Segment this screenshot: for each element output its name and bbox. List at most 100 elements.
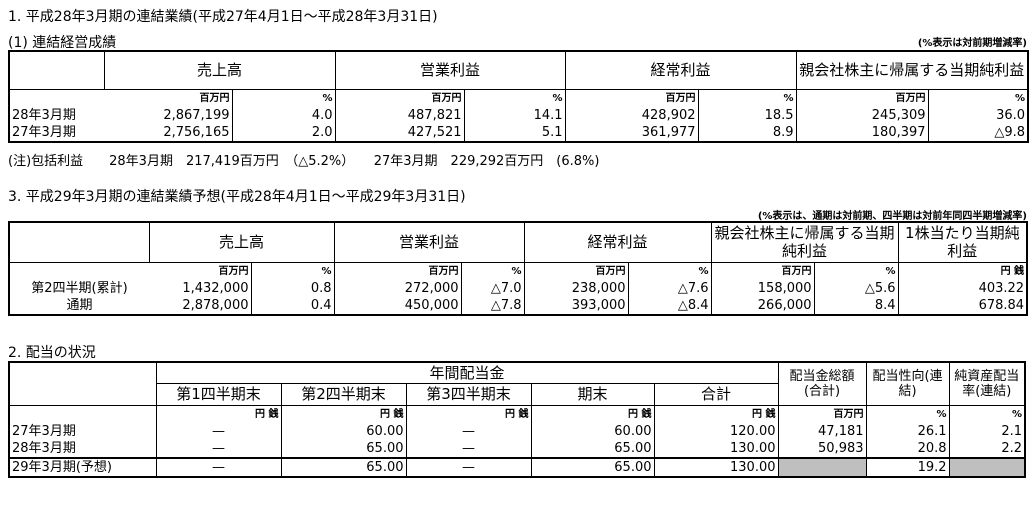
unit: % — [251, 262, 335, 280]
cell: — — [156, 457, 282, 477]
cell: 0.4 — [251, 296, 335, 315]
cell: 266,000 — [711, 296, 815, 315]
cell: 20.8 — [866, 439, 950, 458]
cell: 428,902 — [565, 106, 699, 124]
cell: 2,867,199 — [104, 106, 233, 124]
cell: 2,878,000 — [149, 296, 252, 315]
cell: 0.8 — [251, 279, 335, 297]
cell: 238,000 — [524, 279, 629, 297]
cell: 180,397 — [796, 123, 929, 142]
cell — [949, 457, 1026, 477]
header-operating-income: 営業利益 — [334, 222, 525, 262]
cell: 487,821 — [335, 106, 465, 124]
section3-title: 3. 平成29年3月期の連結業績予想(平成28年4月1日～平成29年3月31日) — [8, 189, 466, 205]
unit: 円 銭 — [156, 405, 282, 423]
table-row: 27年3月期 —60.00—60.00 120.00 47,181 26.1 2.1 — [9, 422, 1025, 440]
header-net-income: 親会社株主に帰属する当期純利益 — [711, 222, 899, 262]
unit: 百万円 — [104, 89, 233, 107]
table-row: 通期 2,878,000 0.4 450,000 △7.8 393,000 △8.4 … — [9, 296, 1027, 315]
cell: 393,000 — [524, 296, 629, 315]
cell: 8.4 — [814, 296, 899, 315]
cell: 65.00 — [281, 457, 407, 477]
row-label: 28年3月期 — [12, 107, 76, 123]
cell: 2,756,165 — [104, 123, 233, 142]
row-label: 27年3月期 — [12, 124, 76, 140]
cell: 130.00 — [654, 457, 779, 477]
unit: 百万円 — [149, 262, 252, 280]
cell: 678.84 — [978, 297, 1025, 313]
header-payout-ratio: 配当性向(連結) — [866, 362, 950, 405]
cell: △7.6 — [628, 279, 712, 297]
header-doe: 純資産配当率(連結) — [954, 368, 1020, 399]
unit: 円 銭 — [281, 405, 407, 423]
unit: % — [1015, 92, 1026, 104]
section2-title: 2. 配当の状況 — [8, 345, 96, 361]
cell: 60.00 — [531, 422, 655, 440]
row-label: 第2四半期(累計) — [31, 280, 128, 296]
section3-note: (%表示は、通期は対前期、四半期は対前年同四半期増減率) — [757, 211, 1027, 222]
cell: — — [156, 422, 282, 440]
cell: 245,309 — [796, 106, 929, 124]
cell: △8.4 — [628, 296, 712, 315]
header-net-income: 親会社株主に帰属する当期純利益 — [799, 61, 1025, 80]
table-row: 28年3月期 —65.00—65.00 130.00 50,983 20.8 2.2 — [9, 439, 1025, 458]
unit: % — [814, 262, 899, 280]
row-label: 通期 — [66, 297, 93, 313]
unit: % — [866, 405, 950, 423]
unit: 円 銭 — [654, 405, 779, 423]
unit: 円 銭 — [1000, 265, 1025, 277]
cell: 158,000 — [711, 279, 815, 297]
table-row: 29年3月期(予想) —65.00—65.00 130.00 19.2 — [9, 457, 1026, 477]
cell: 130.00 — [654, 439, 779, 458]
cell: — — [406, 422, 532, 440]
unit: 百万円 — [778, 405, 867, 423]
section1-title: 1. 平成28年3月期の連結業績(平成27年4月1日～平成28年3月31日) — [8, 9, 438, 25]
unit: 百万円 — [335, 89, 465, 107]
unit: % — [461, 262, 525, 280]
cell: 1,432,000 — [149, 279, 252, 297]
section1-subtitle: (1) 連結経営成績 — [8, 35, 117, 51]
cell: 65.00 — [531, 439, 655, 458]
unit: 百万円 — [524, 262, 629, 280]
cell: 19.2 — [866, 457, 950, 477]
header-q3: 第3四半期末 — [406, 383, 532, 405]
unit: 百万円 — [565, 89, 699, 107]
cell: 5.1 — [464, 123, 566, 142]
unit: % — [628, 262, 712, 280]
cell: 120.00 — [654, 422, 779, 440]
unit: % — [698, 89, 797, 107]
table-row: 27年3月期 2,756,165 2.0 427,521 5.1 361,977 8.… — [9, 123, 1028, 142]
cell: △5.6 — [814, 279, 899, 297]
forecast-table: 売上高 営業利益 経常利益 親会社株主に帰属する当期純利益 1株当たり当期純利益… — [8, 221, 1029, 316]
cell: 65.00 — [281, 439, 407, 458]
header-sales: 売上高 — [149, 222, 335, 262]
comprehensive-income-note: (注)包括利益 28年3月期 217,419百万円 （△5.2%） 27年3月期… — [8, 154, 600, 169]
cell: 36.0 — [996, 107, 1026, 123]
row-label: 27年3月期 — [9, 422, 157, 440]
cell: 427,521 — [335, 123, 465, 142]
cell: 65.00 — [531, 457, 655, 477]
cell: — — [406, 457, 532, 477]
cell: 4.0 — [232, 106, 336, 124]
header-total: 合計 — [654, 383, 779, 405]
cell: 47,181 — [778, 422, 867, 440]
cell: 8.9 — [698, 123, 797, 142]
header-year-end: 期末 — [531, 383, 655, 405]
unit: 百万円 — [711, 262, 815, 280]
cell: 50,983 — [778, 439, 867, 458]
cell: 361,977 — [565, 123, 699, 142]
cell: 60.00 — [281, 422, 407, 440]
header-ordinary-income: 経常利益 — [524, 222, 712, 262]
header-eps: 1株当たり当期純利益 — [905, 224, 1020, 261]
header-q2: 第2四半期末 — [281, 383, 407, 405]
cell: — — [156, 439, 282, 458]
cell: 450,000 — [334, 296, 462, 315]
cell: 2.2 — [1001, 440, 1023, 456]
table-row: 28年3月期 2,867,199 4.0 487,821 14.1 428,902 1… — [9, 106, 1028, 124]
dividends-table: 年間配当金 配当金総額(合計) 配当性向(連結) 純資産配当率(連結) 第1四半… — [8, 361, 1027, 478]
cell: 26.1 — [866, 422, 950, 440]
table-row: 第2四半期(累計) 1,432,000 0.8 272,000 △7.0 238,0… — [9, 279, 1027, 297]
unit: 円 銭 — [406, 405, 532, 423]
header-annual-dividends: 年間配当金 — [156, 362, 779, 384]
unit: 百万円 — [334, 262, 462, 280]
